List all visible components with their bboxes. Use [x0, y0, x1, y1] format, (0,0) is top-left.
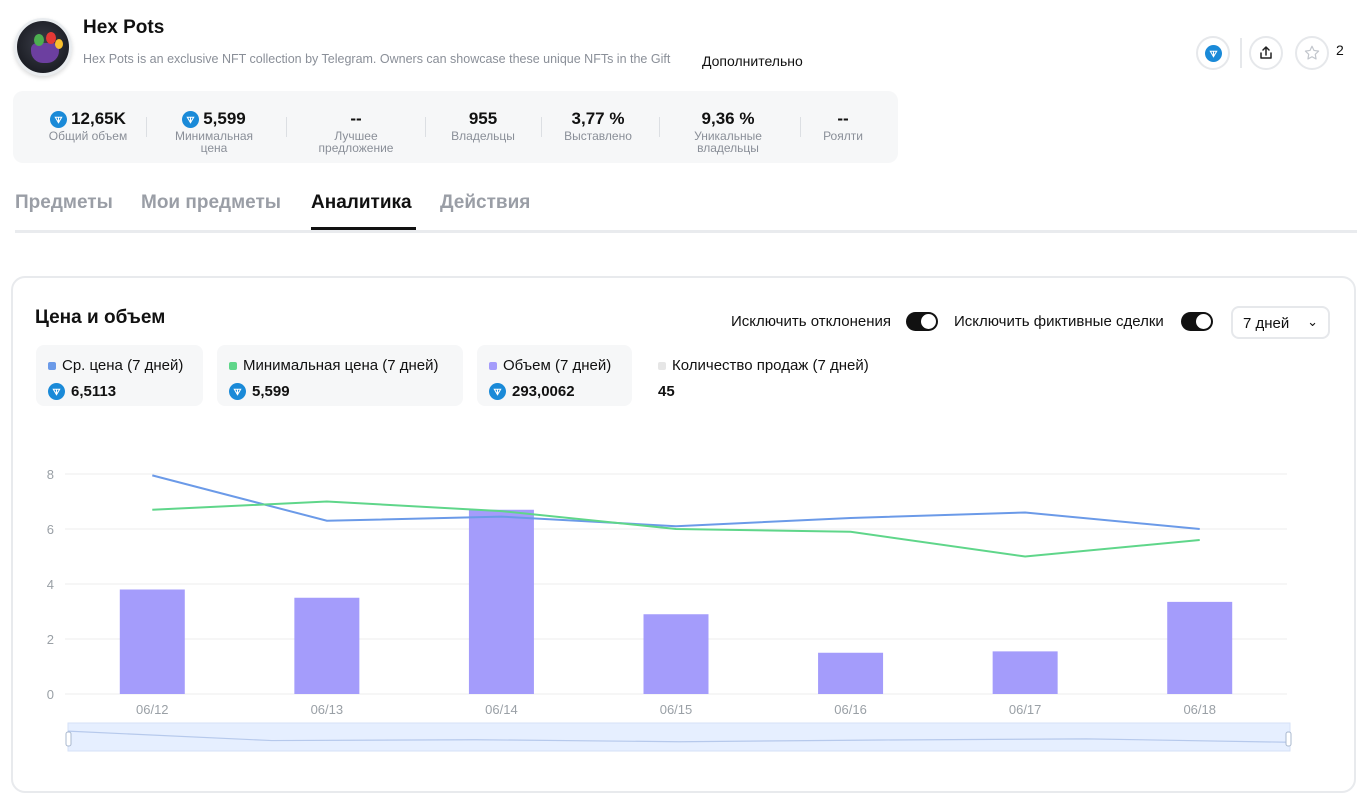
favorite-button[interactable]: [1295, 36, 1329, 70]
volume-bar: [468, 509, 534, 694]
y-tick-label: 6: [47, 522, 54, 537]
legend-sales-count[interactable]: Количество продаж (7 дней) 45: [646, 345, 896, 406]
collection-description: Hex Pots is an exclusive NFT collection …: [83, 52, 671, 66]
legend-label: Минимальная цена (7 дней): [243, 357, 439, 374]
stat-label: Владельцы: [451, 129, 515, 143]
exclude-wash-label: Исключить фиктивные сделки: [954, 313, 1164, 330]
legend-swatch: [489, 361, 497, 370]
legend-swatch: [658, 361, 666, 370]
ton-icon: [489, 383, 506, 400]
chevron-down-icon: ⌄: [1307, 314, 1318, 329]
x-tick-label: 06/17: [1009, 702, 1042, 717]
volume-bar: [992, 651, 1058, 694]
exclude-wash-toggle[interactable]: [1181, 312, 1213, 331]
ton-button[interactable]: [1196, 36, 1230, 70]
stats-panel: 12,65K Общий объем 5,599 Минимальная цен…: [13, 91, 898, 163]
volume-bar: [643, 614, 709, 694]
share-icon: [1260, 46, 1272, 59]
floor-price-line: [152, 500, 1200, 558]
avg-price-line: [152, 474, 1200, 530]
share-button[interactable]: [1249, 36, 1283, 70]
card-title: Цена и объем: [35, 307, 166, 328]
stat-value: 955: [468, 109, 498, 128]
tab-items[interactable]: Предметы: [15, 192, 113, 213]
legend-value: 45: [658, 383, 675, 400]
volume-bar: [1167, 601, 1233, 694]
stat-label: Общий объем: [48, 129, 128, 143]
range-handle-left: [65, 731, 72, 747]
x-tick-label: 06/13: [311, 702, 344, 717]
x-tick-label: 06/12: [136, 702, 169, 717]
y-tick-label: 4: [47, 577, 54, 592]
stat-label: Роялти: [823, 129, 863, 143]
stat-label: Уникальные владельцы: [694, 129, 762, 155]
tab-my-items[interactable]: Мои предметы: [141, 192, 282, 213]
ton-icon: [48, 383, 65, 400]
legend-swatch: [48, 361, 56, 370]
favorite-count: 2: [1336, 42, 1344, 58]
legend-swatch: [229, 361, 237, 370]
range-slider-preview: [67, 730, 1291, 743]
legend-value: 6,5113: [71, 383, 117, 400]
volume-bar: [818, 652, 884, 694]
stat-value: --: [350, 109, 362, 128]
collection-avatar: [14, 18, 72, 76]
x-tick-label: 06/15: [660, 702, 693, 717]
header-divider: [1240, 38, 1242, 68]
stat-value: --: [837, 109, 849, 128]
volume-bar: [119, 589, 185, 694]
stat-label: Лучшее предложение: [318, 129, 394, 155]
legend-avg-price[interactable]: Ср. цена (7 дней) 6,5113: [36, 345, 203, 406]
legend-value: 5,599: [252, 383, 290, 400]
x-tick-label: 06/14: [485, 702, 518, 717]
legend-label: Объем (7 дней): [503, 357, 612, 374]
exclude-outliers-toggle[interactable]: [906, 312, 938, 331]
x-tick-label: 06/18: [1183, 702, 1216, 717]
volume-bar: [294, 597, 360, 694]
y-tick-label: 0: [47, 687, 54, 702]
tab-analytics[interactable]: Аналитика: [311, 192, 412, 213]
stat-value: 3,77 %: [571, 109, 625, 128]
tabs-divider: [15, 230, 1357, 233]
more-link[interactable]: Дополнительно: [702, 53, 803, 69]
legend-label: Ср. цена (7 дней): [62, 357, 184, 374]
legend-label: Количество продаж (7 дней): [672, 357, 869, 374]
star-icon: [1304, 45, 1320, 60]
active-tab-indicator: [311, 227, 416, 230]
range-handle-right: [1285, 731, 1292, 747]
y-tick-label: 8: [47, 467, 54, 482]
stat-label: Минимальная цена: [174, 129, 253, 155]
ton-icon: [229, 383, 246, 400]
price-volume-chart: 0 2 4 6 8 06/12 06/13 06/14 06/15 06/16 06/17 06/18: [47, 467, 1292, 752]
range-slider-track: [67, 722, 1291, 752]
period-select[interactable]: 7 дней ⌄: [1231, 306, 1330, 339]
y-tick-label: 2: [47, 632, 54, 647]
stat-value: 9,36 %: [701, 109, 755, 128]
stat-value: 5,599: [203, 109, 246, 128]
collection-title: Hex Pots: [83, 17, 165, 38]
period-value: 7 дней: [1243, 315, 1290, 332]
x-tick-label: 06/16: [834, 702, 867, 717]
legend-value: 293,0062: [512, 383, 575, 400]
legend-floor-price[interactable]: Минимальная цена (7 дней) 5,599: [217, 345, 463, 406]
ton-icon: [1204, 44, 1222, 62]
ton-icon: [50, 110, 68, 128]
exclude-outliers-label: Исключить отклонения: [731, 313, 892, 330]
legend-volume[interactable]: Объем (7 дней) 293,0062: [477, 345, 632, 406]
ton-icon: [182, 110, 200, 128]
stat-label: Выставлено: [564, 129, 632, 143]
stat-value: 12,65K: [71, 109, 126, 128]
tab-activity[interactable]: Действия: [440, 192, 531, 213]
